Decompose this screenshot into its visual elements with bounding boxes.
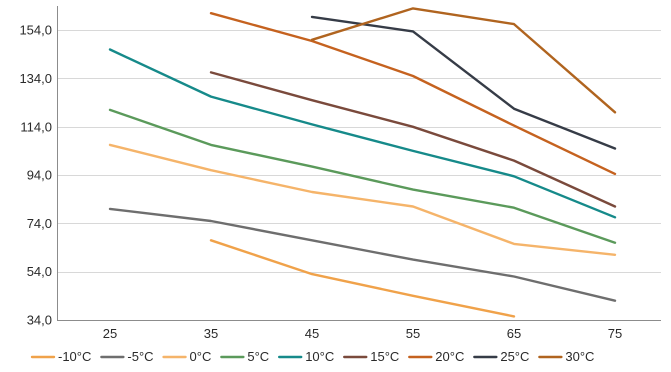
x-tick-label: 35 — [204, 326, 218, 341]
legend: -10°C -5°C 0°C 5°C 10°C 15°C 20°C 25°C 30°C — [30, 349, 594, 364]
series-line-3 — [108, 108, 617, 244]
series-line-5 — [209, 71, 617, 208]
legend-label: 5°C — [247, 349, 269, 364]
legend-label: 25°C — [500, 349, 529, 364]
legend-item: -5°C — [100, 349, 154, 364]
series-line-6 — [209, 11, 617, 176]
series-line-8 — [310, 7, 617, 114]
legend-label: 30°C — [565, 349, 594, 364]
legend-label: 0°C — [190, 349, 212, 364]
legend-item: 5°C — [220, 349, 269, 364]
series-line-1 — [108, 207, 617, 302]
series-line-0 — [209, 239, 516, 318]
legend-label: 15°C — [370, 349, 399, 364]
legend-item: 30°C — [538, 349, 594, 364]
x-tick-label: 25 — [103, 326, 117, 341]
legend-item: 10°C — [278, 349, 334, 364]
legend-item: 0°C — [162, 349, 212, 364]
legend-label: -10°C — [58, 349, 91, 364]
y-tick-label: 74,0 — [27, 216, 52, 231]
y-tick-label: 114,0 — [20, 119, 52, 134]
legend-item: -10°C — [30, 349, 91, 364]
legend-item: 25°C — [473, 349, 529, 364]
y-tick-label: 94,0 — [27, 168, 52, 183]
axes — [57, 6, 661, 321]
series-line-2 — [108, 143, 617, 257]
legend-item: 15°C — [343, 349, 399, 364]
y-tick-label: 134,0 — [19, 71, 52, 86]
series-line-4 — [108, 48, 617, 219]
y-tick-labels: 34,0 54,0 74,0 94,0 114,0 134,0 154,0 — [19, 23, 52, 328]
legend-item: 20°C — [408, 349, 464, 364]
x-tick-label: 45 — [305, 326, 319, 341]
y-tick-label: 54,0 — [27, 264, 52, 279]
y-tick-label: 154,0 — [19, 23, 52, 38]
legend-label: -5°C — [127, 349, 153, 364]
x-tick-label: 75 — [608, 326, 622, 341]
x-tick-label: 65 — [507, 326, 521, 341]
series-line-7 — [310, 15, 617, 150]
legend-label: 20°C — [435, 349, 464, 364]
x-tick-label: 55 — [406, 326, 420, 341]
x-tick-labels: 25 35 45 55 65 75 — [103, 326, 622, 341]
series-lines — [108, 7, 617, 318]
legend-label: 10°C — [305, 349, 334, 364]
y-tick-label: 34,0 — [27, 313, 52, 328]
